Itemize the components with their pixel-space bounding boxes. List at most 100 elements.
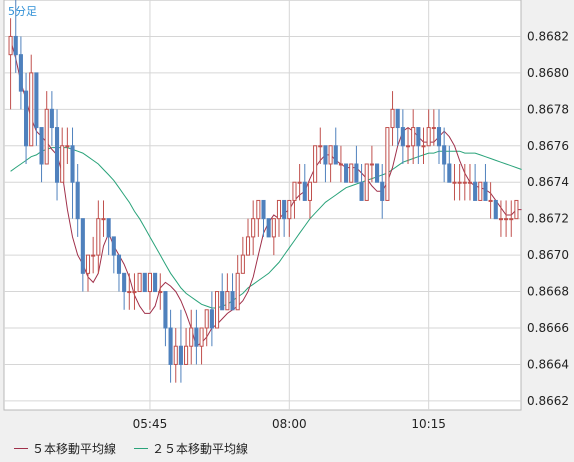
candle-body bbox=[96, 218, 101, 256]
candle bbox=[313, 145, 318, 183]
candle bbox=[395, 108, 400, 146]
candle-body bbox=[18, 54, 23, 92]
candle-body bbox=[473, 181, 478, 201]
candle bbox=[261, 199, 266, 237]
candle-body bbox=[462, 181, 467, 184]
candle bbox=[271, 218, 276, 256]
x-tick-label: 05:45 bbox=[133, 417, 168, 431]
candle bbox=[251, 200, 256, 256]
legend-label-ma25: ２５本移動平均線 bbox=[152, 441, 249, 456]
y-tick-label: 0.8674 bbox=[527, 175, 569, 189]
candle-body bbox=[488, 199, 493, 202]
candle bbox=[116, 254, 122, 292]
legend-item-ma25: ２５本移動平均線 bbox=[134, 440, 248, 457]
candle-body bbox=[509, 218, 514, 221]
candle-body bbox=[251, 218, 256, 238]
candle bbox=[318, 127, 323, 164]
candle bbox=[504, 200, 509, 237]
candle-body bbox=[344, 163, 349, 183]
candle-body bbox=[158, 291, 163, 294]
candle-body bbox=[271, 218, 276, 238]
candle-body bbox=[173, 345, 178, 365]
candle-body bbox=[483, 181, 488, 201]
legend-item-ma5: ５本移動平均線 bbox=[14, 440, 116, 457]
candle bbox=[65, 127, 70, 164]
candle bbox=[44, 91, 49, 165]
candle bbox=[514, 199, 519, 220]
candle-body bbox=[137, 272, 142, 293]
candle-body bbox=[142, 272, 147, 293]
candle-body bbox=[307, 181, 313, 201]
candle-body bbox=[442, 145, 447, 165]
candle bbox=[509, 200, 514, 237]
legend-label-ma5: ５本移動平均線 bbox=[32, 441, 117, 456]
ma5-line bbox=[10, 39, 522, 348]
candle bbox=[411, 109, 416, 164]
candle bbox=[328, 145, 333, 183]
candle bbox=[400, 109, 405, 164]
candle bbox=[39, 127, 44, 183]
candle-body bbox=[478, 181, 483, 201]
candle-body bbox=[235, 272, 240, 311]
candle-body bbox=[338, 163, 343, 166]
candle-body bbox=[209, 309, 214, 329]
candle-body bbox=[189, 327, 194, 347]
candle-body bbox=[147, 272, 152, 293]
candle-body bbox=[122, 272, 127, 293]
candle-body bbox=[101, 218, 106, 221]
candle-body bbox=[220, 291, 225, 311]
candle bbox=[54, 109, 60, 201]
candle bbox=[338, 145, 343, 183]
candle-body bbox=[318, 145, 323, 148]
y-tick-label: 0.8666 bbox=[527, 321, 569, 335]
candle bbox=[333, 127, 338, 165]
timeframe-label: 5分足 bbox=[8, 5, 37, 18]
candle-body bbox=[75, 181, 80, 220]
candle-body bbox=[375, 163, 380, 183]
candle bbox=[442, 127, 447, 183]
candle-body bbox=[359, 181, 364, 201]
candle-body bbox=[8, 35, 13, 56]
legend-swatch-ma25 bbox=[134, 447, 149, 449]
candle bbox=[106, 218, 111, 256]
candle bbox=[493, 199, 498, 220]
candle bbox=[24, 72, 29, 164]
x-axis-ticks: 05:45 08:00 10:15 bbox=[133, 417, 446, 431]
candle-body bbox=[302, 181, 307, 201]
candle bbox=[457, 164, 462, 201]
candle-body bbox=[91, 254, 96, 257]
candle bbox=[323, 145, 328, 183]
candle-body bbox=[54, 127, 60, 183]
x-tick-label: 10:15 bbox=[411, 417, 446, 431]
candle-body bbox=[80, 218, 85, 274]
candle bbox=[256, 199, 261, 237]
candle-body bbox=[24, 90, 29, 147]
candle-body bbox=[504, 218, 509, 221]
candle-body bbox=[163, 291, 168, 329]
candle-body bbox=[380, 181, 385, 201]
y-tick-label: 0.8682 bbox=[527, 29, 569, 43]
candle bbox=[189, 309, 194, 365]
candle bbox=[8, 18, 13, 110]
y-tick-label: 0.8680 bbox=[527, 66, 569, 80]
candle-body bbox=[333, 145, 338, 165]
candle-body bbox=[313, 145, 318, 183]
candle bbox=[462, 164, 467, 201]
candle bbox=[416, 127, 421, 164]
ma5-line-group bbox=[10, 39, 522, 348]
candle-body bbox=[493, 199, 498, 220]
candle bbox=[385, 127, 390, 201]
candle-body bbox=[127, 291, 132, 294]
candle-body bbox=[184, 345, 189, 365]
candle bbox=[60, 127, 65, 183]
candle-body bbox=[168, 327, 173, 365]
candle-body bbox=[44, 108, 49, 165]
candle-body bbox=[266, 218, 271, 238]
candle bbox=[158, 273, 163, 310]
candle-body bbox=[498, 218, 503, 221]
candle-body bbox=[447, 163, 452, 183]
candle bbox=[178, 309, 183, 383]
candle bbox=[49, 91, 54, 146]
